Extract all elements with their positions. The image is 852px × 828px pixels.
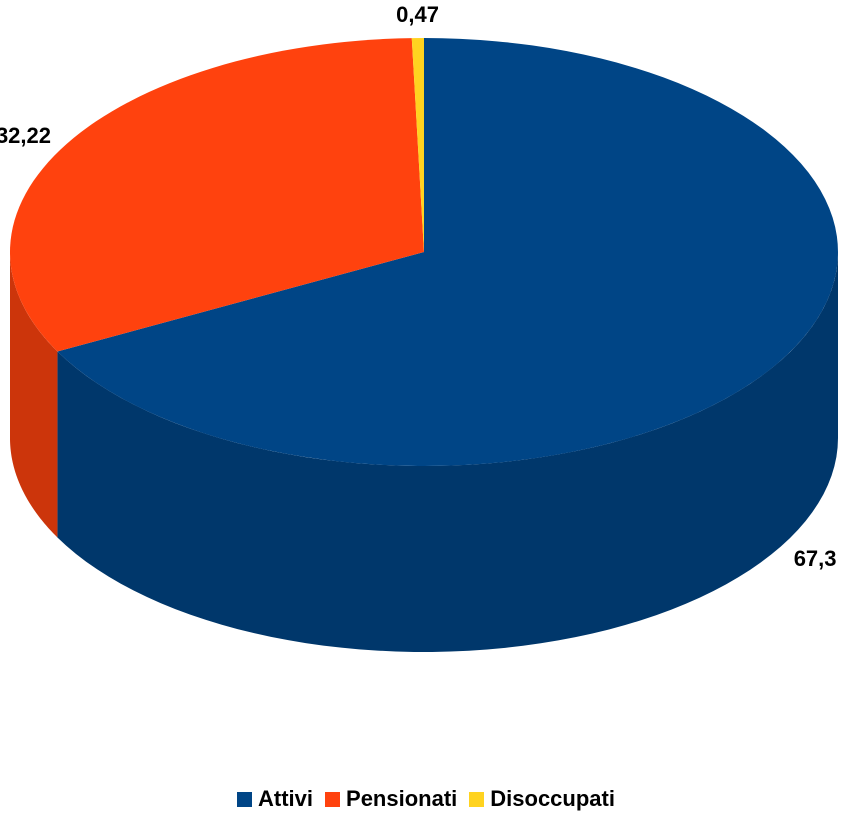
pie-slice-attivi [57,38,838,467]
legend-label-attivi: Attivi [258,786,314,811]
data-label-pensionati: 32,22 [0,123,51,148]
legend-swatch-disoccupati [469,791,485,807]
pie-side-attivi [57,252,839,652]
legend-label-pensionati: Pensionati [346,786,458,811]
pie-slice-pensionati [9,38,424,352]
data-label-disoccupati: 0,47 [396,2,439,27]
legend-item-disoccupati: Disoccupati [469,788,615,810]
pie-sides [10,252,839,652]
legend-swatch-attivi [237,791,253,807]
pie-side-pensionati [10,252,58,538]
legend: Attivi Pensionati Disoccupati [0,788,852,810]
legend-swatch-pensionati [325,791,341,807]
pie-data-labels: 67,3 32,22 0,47 [0,2,837,571]
pie-slice-disoccupati [411,37,424,252]
legend-item-pensionati: Pensionati [325,788,457,810]
legend-label-disoccupati: Disoccupati [490,786,615,811]
data-label-attivi: 67,3 [794,546,837,571]
legend-item-attivi: Attivi [237,788,313,810]
pie-tops [9,37,838,467]
